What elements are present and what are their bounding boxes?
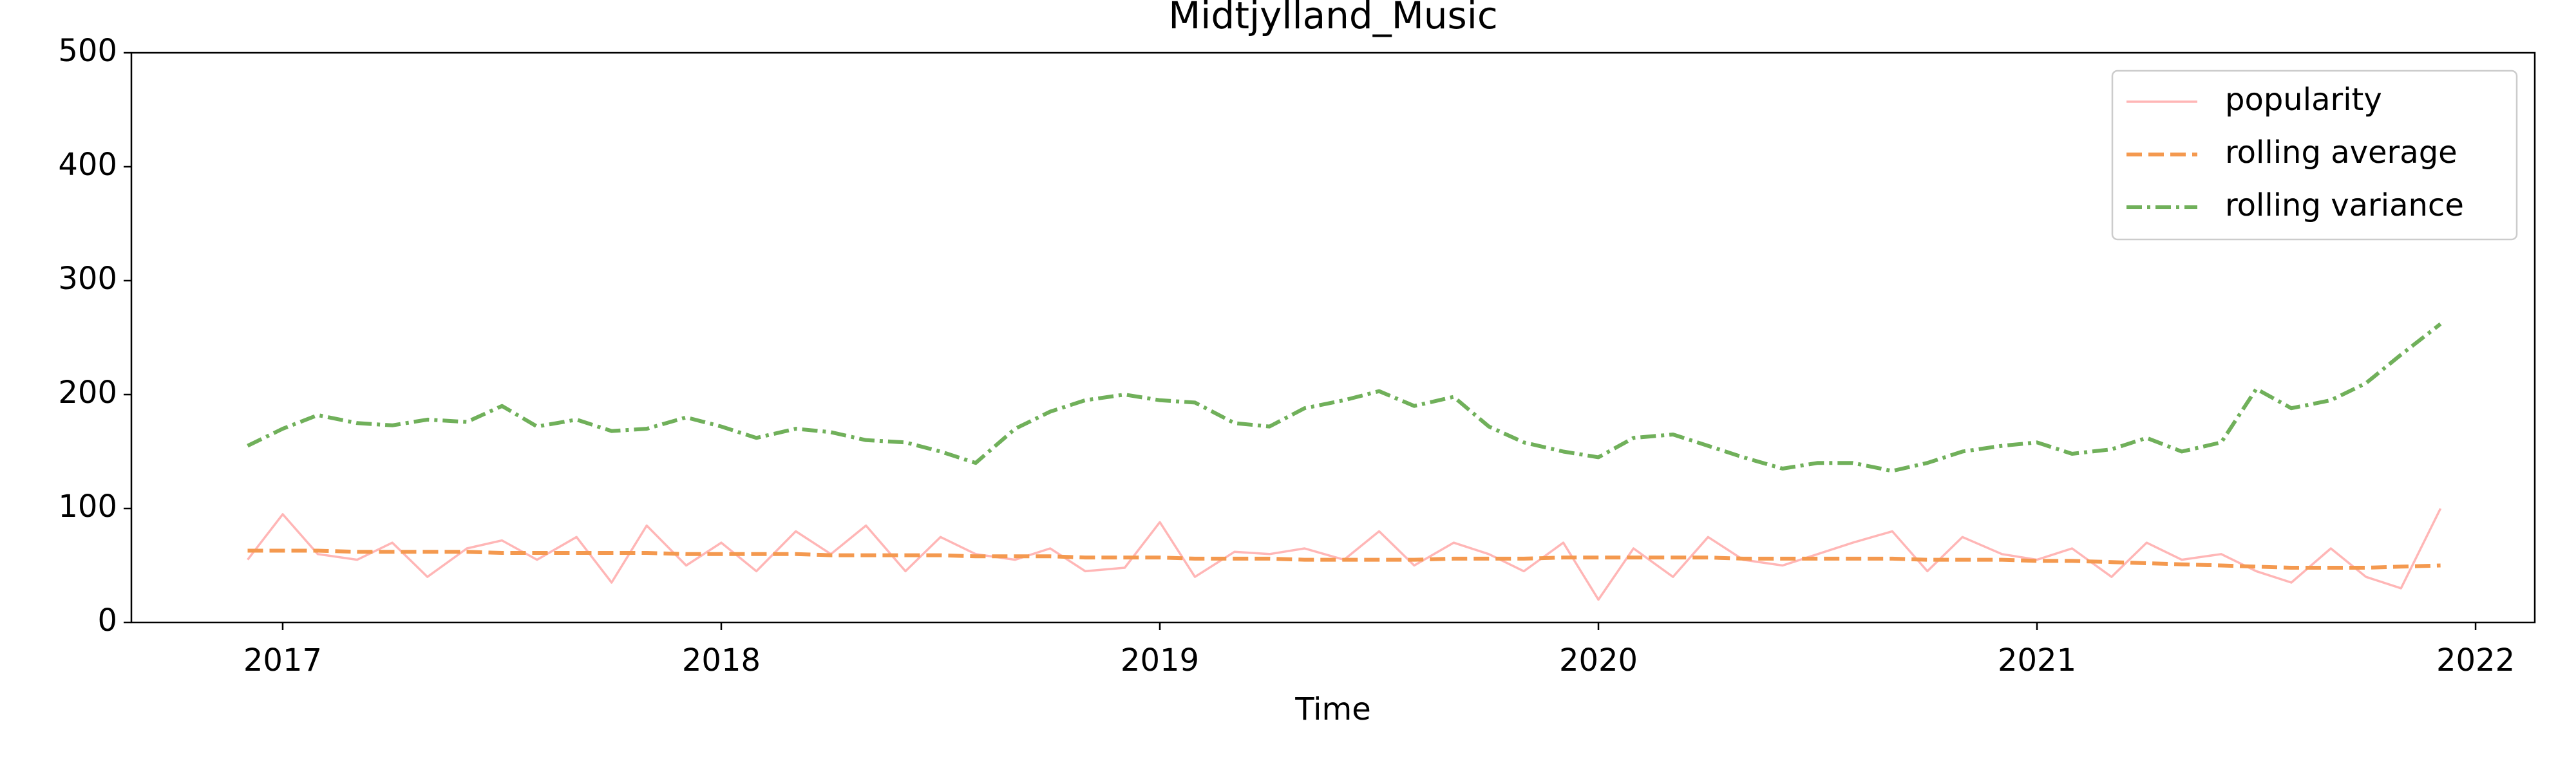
x-tick-label: 2018 [682, 642, 761, 678]
chart-title: Midtjylland_Music [1168, 0, 1498, 37]
y-tick-label: 300 [58, 261, 117, 297]
x-tick-label: 2017 [243, 642, 322, 678]
x-axis-label: Time [1294, 691, 1370, 727]
x-tick-label: 2021 [1998, 642, 2076, 678]
y-tick-label: 200 [58, 375, 117, 411]
legend-box [2111, 70, 2518, 241]
y-tick-label: 500 [58, 33, 117, 69]
x-tick-label: 2022 [2436, 642, 2515, 678]
legend-label: popularity [2225, 82, 2382, 118]
y-tick-label: 100 [58, 489, 117, 525]
legend-label: rolling variance [2225, 187, 2464, 223]
series-line [247, 548, 2441, 570]
series-line [247, 322, 2442, 473]
y-tick-label: 0 [97, 602, 117, 639]
x-tick-label: 2020 [1559, 642, 1638, 678]
axes-frame [130, 51, 2536, 624]
legend-label: rolling average [2225, 135, 2458, 171]
x-tick-label: 2019 [1121, 642, 1199, 678]
y-tick-label: 400 [58, 147, 117, 183]
